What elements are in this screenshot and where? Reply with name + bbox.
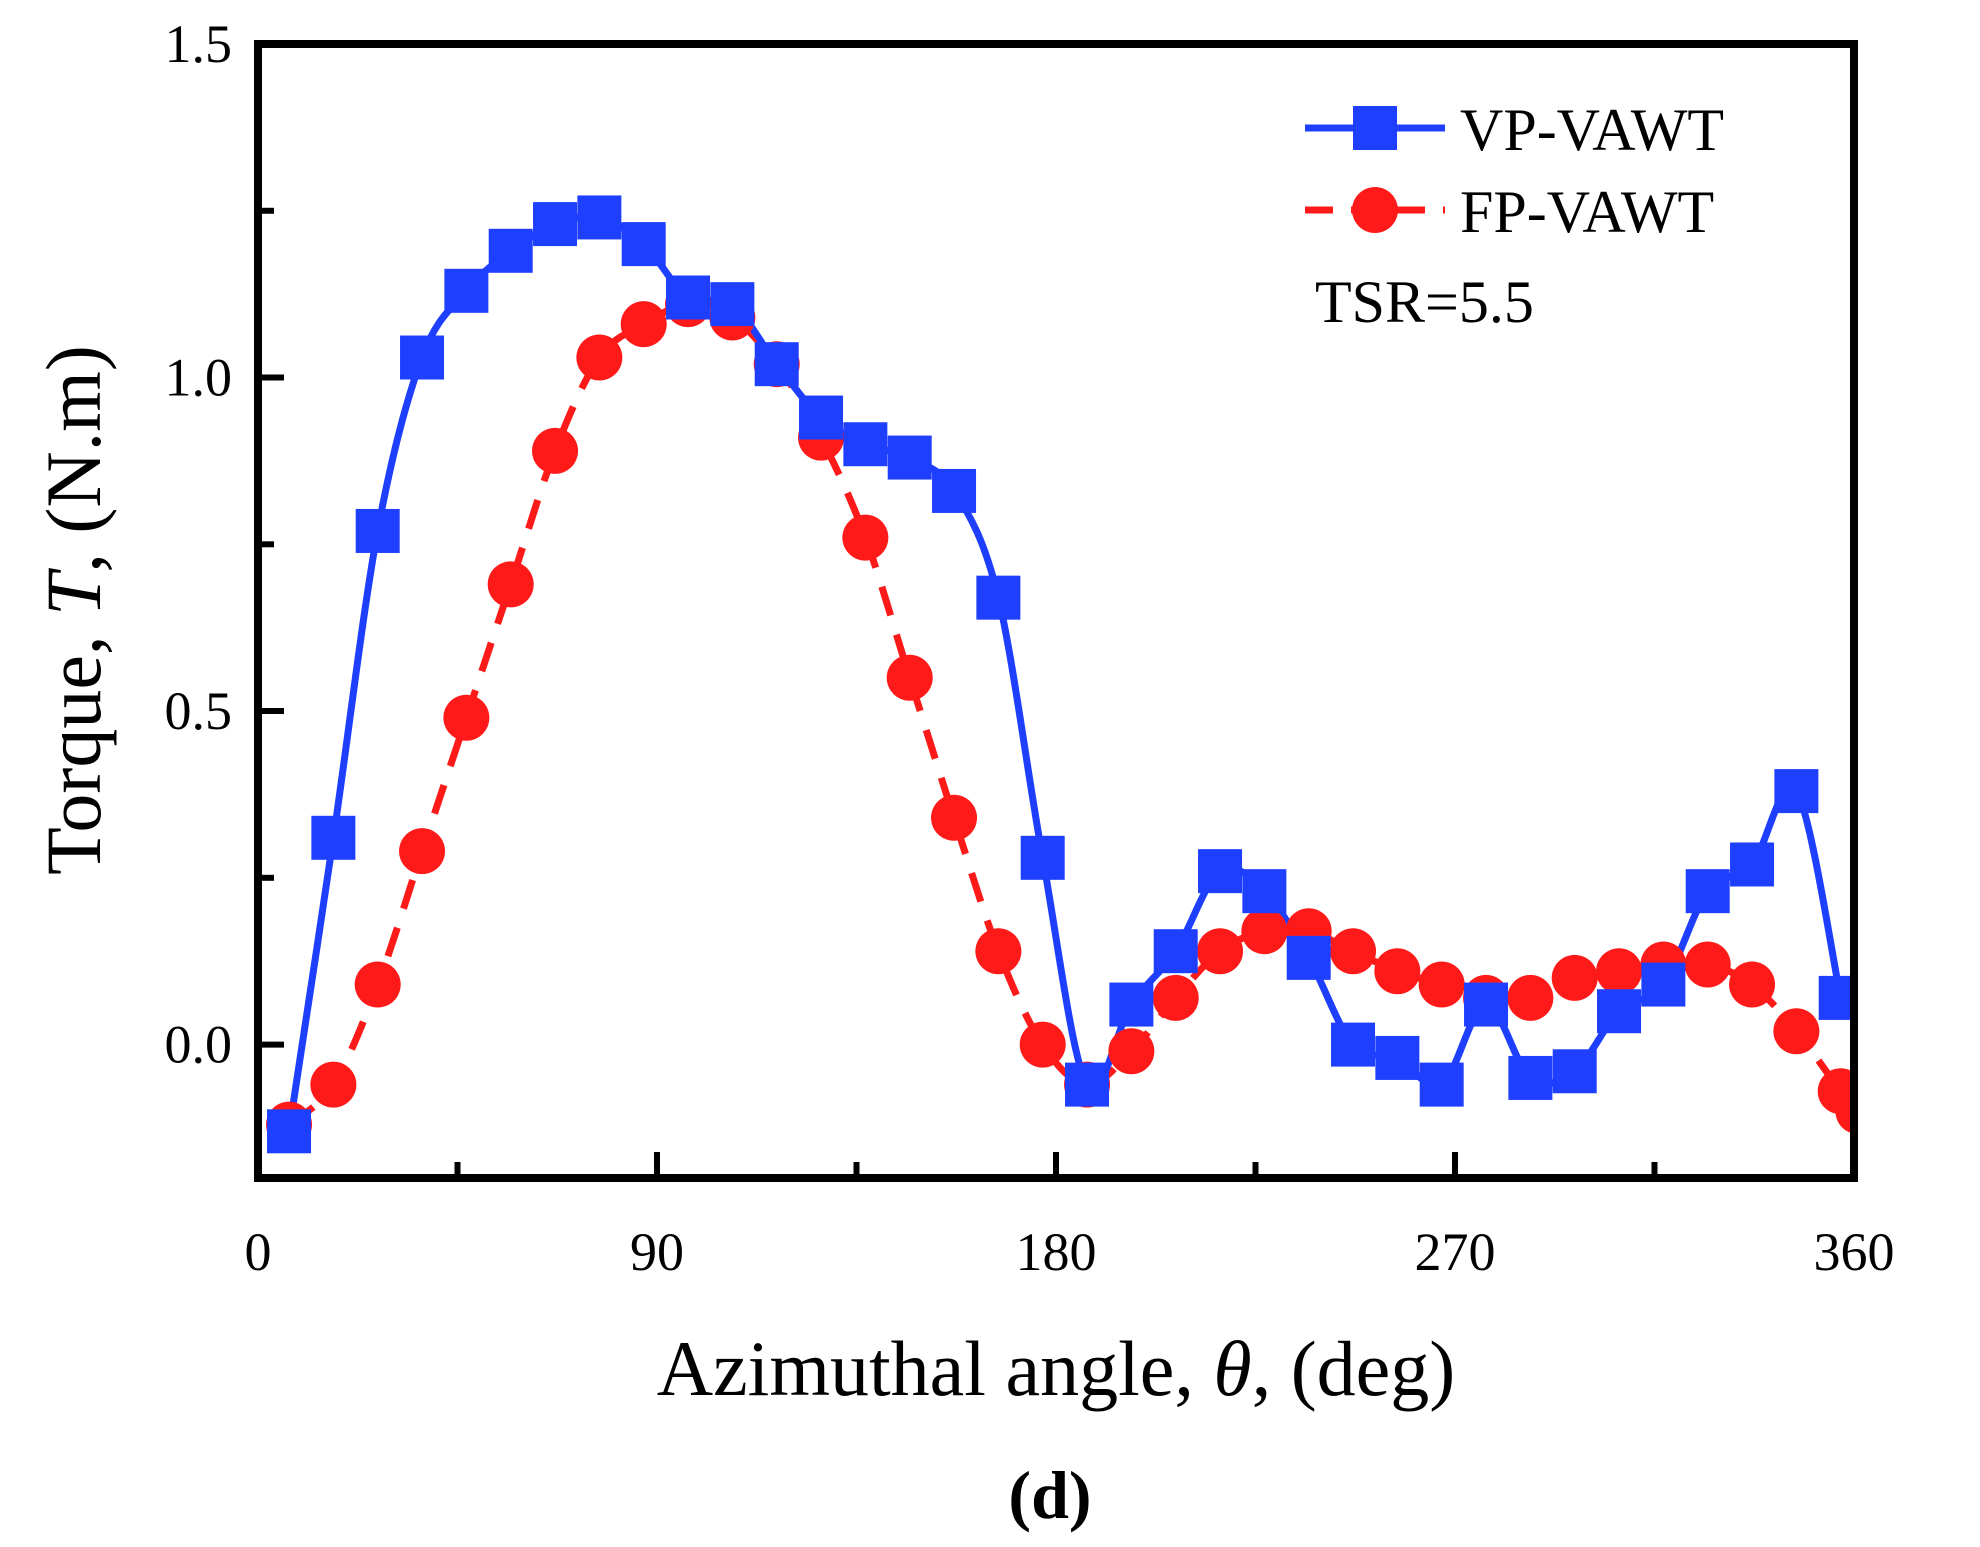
fp-data-point: [1729, 961, 1776, 1008]
fp-data-point: [1019, 1021, 1066, 1068]
fp-data-point: [576, 334, 623, 381]
plot-frame: [254, 40, 1858, 1182]
y-tick-label: 1.5: [165, 14, 233, 74]
x-axis-title-symbol: θ: [1213, 1325, 1251, 1412]
panel-label-letter: d: [1031, 1457, 1069, 1533]
fp-data-point: [1596, 948, 1643, 995]
fp-data-point: [1773, 1008, 1820, 1055]
vp-data-point: [1597, 989, 1642, 1034]
fp-data-point: [399, 828, 446, 875]
vp-data-point: [1065, 1062, 1110, 1107]
fp-data-point: [532, 427, 579, 474]
vp-data-point: [444, 268, 489, 313]
vp-data-point: [1020, 835, 1065, 880]
x-tick-label: 180: [1016, 1222, 1097, 1282]
y-tick-label: 1.0: [165, 348, 233, 408]
vp-data-point: [400, 335, 445, 380]
vp-data-point: [1419, 1062, 1464, 1107]
y-axis-title-prefix: Torque,: [30, 616, 117, 875]
x-axis-title: Azimuthal angle, θ, (deg): [657, 1325, 1456, 1412]
vp-data-point: [1242, 869, 1287, 914]
vp-data-point: [621, 222, 666, 267]
x-tick-label: 90: [630, 1222, 684, 1282]
panel-label-close: ): [1069, 1457, 1092, 1533]
vp-data-point: [976, 575, 1021, 620]
fp-data-point: [1374, 948, 1421, 995]
vp-data-point: [1375, 1035, 1420, 1080]
vp-data-point: [267, 1109, 312, 1154]
vp-data-point: [1198, 849, 1243, 894]
fp-data-point: [310, 1061, 357, 1108]
vp-data-point: [355, 508, 400, 553]
legend-vp-marker: [1353, 106, 1397, 150]
legend-vp-label: VP-VAWT: [1460, 97, 1724, 163]
x-axis-title-prefix: Azimuthal angle,: [657, 1325, 1214, 1412]
plot-markers: [266, 195, 1854, 1154]
vp-data-point: [1109, 982, 1154, 1027]
vp-data-point: [577, 195, 622, 240]
fp-data-point: [443, 694, 490, 741]
panel-label-open: (: [1008, 1457, 1031, 1533]
y-tick-label: 0.5: [165, 681, 233, 741]
y-axis-title-symbol: T: [30, 568, 117, 616]
vp-data-point: [1685, 869, 1730, 914]
panel-label: (d): [1008, 1457, 1091, 1533]
vp-data-point: [1818, 975, 1854, 1020]
vp-data-point: [1508, 1055, 1553, 1100]
y-tick-label: 0.0: [165, 1015, 233, 1075]
vp-data-point: [311, 815, 356, 860]
fp-data-point: [842, 514, 889, 561]
fp-data-point: [1507, 974, 1554, 1021]
vp-data-point: [710, 282, 755, 327]
fp-data-point: [1418, 961, 1465, 1008]
vp-data-point: [1641, 962, 1686, 1007]
legend-fp-label: FP-VAWT: [1460, 179, 1714, 245]
y-axis-title: Torque, T, (N.m): [30, 345, 117, 875]
series-line-fp-vawt: [286, 300, 1854, 1128]
vp-data-point: [488, 228, 533, 273]
x-tick-label: 0: [245, 1222, 272, 1282]
vp-data-point: [1331, 1022, 1376, 1067]
vp-data-point: [1153, 929, 1198, 974]
y-axis-title-suffix: , (N.m): [30, 345, 117, 572]
fp-data-point: [1684, 941, 1731, 988]
vp-data-point: [1552, 1049, 1597, 1094]
fp-data-point: [1835, 1088, 1854, 1134]
vp-data-point: [1774, 769, 1819, 814]
fp-data-point: [354, 961, 401, 1008]
x-tick-label: 270: [1415, 1222, 1496, 1282]
fp-data-point: [1330, 928, 1377, 975]
fp-data-point: [620, 301, 667, 348]
legend-fp-marker: [1352, 187, 1398, 233]
fp-data-point: [975, 928, 1022, 975]
vp-data-point: [1464, 982, 1509, 1027]
fp-data-point: [1197, 928, 1244, 975]
axis-tick-labels: 0 90 180 270 360 0.0 0.5 1.0 1.5: [165, 14, 1895, 1282]
axis-ticks: [262, 207, 1658, 1174]
vp-data-point: [799, 395, 844, 440]
vp-data-point: [754, 342, 799, 387]
legend: VP-VAWT FP-VAWT: [1305, 97, 1724, 245]
fp-data-point: [931, 794, 978, 841]
vp-data-point: [1730, 842, 1775, 887]
fp-data-point: [1108, 1028, 1155, 1075]
x-axis-title-suffix: , (deg): [1252, 1325, 1456, 1412]
fp-data-point: [1152, 974, 1199, 1021]
x-tick-label: 360: [1814, 1222, 1895, 1282]
vp-data-point: [666, 275, 711, 320]
vp-data-point: [843, 422, 888, 467]
vp-data-point: [533, 202, 578, 247]
fp-data-point: [1241, 908, 1288, 955]
fp-data-point: [886, 654, 933, 701]
fp-data-point: [1551, 954, 1598, 1001]
vp-data-point: [887, 435, 932, 480]
annotation-tsr: TSR=5.5: [1315, 269, 1534, 335]
vp-data-point: [1286, 935, 1331, 980]
fp-data-point: [487, 561, 534, 608]
vp-data-point: [932, 468, 977, 513]
